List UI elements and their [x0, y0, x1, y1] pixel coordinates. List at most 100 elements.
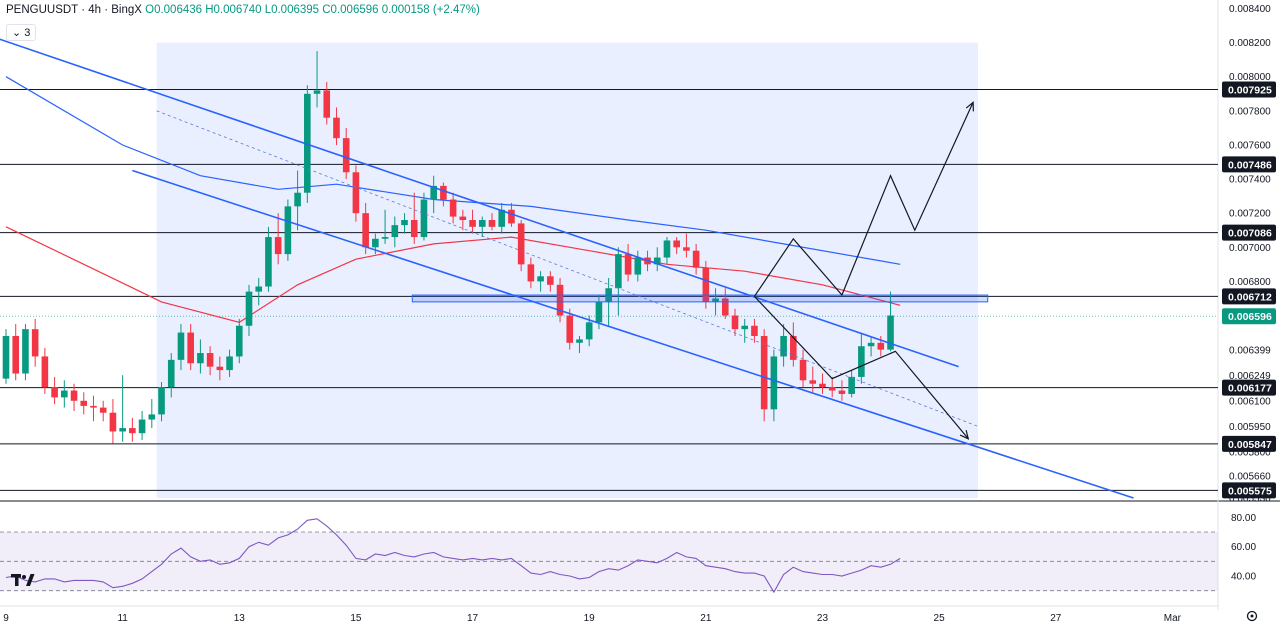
- price-axis-tick: 0.007000: [1229, 243, 1271, 254]
- candle-body: [459, 216, 467, 221]
- price-level-badge: [1222, 288, 1276, 305]
- candle-body: [692, 250, 700, 268]
- candle-body: [158, 387, 165, 415]
- candle-body: [673, 240, 680, 248]
- candle: [31, 318, 39, 367]
- price-level-badge-text: 0.007086: [1228, 228, 1272, 240]
- price-axis-tick: 0.007200: [1229, 209, 1271, 220]
- candle-body: [167, 359, 175, 388]
- time-axis-tick: 11: [117, 613, 128, 623]
- candle: [129, 417, 136, 442]
- candle: [508, 202, 515, 227]
- candle: [294, 170, 301, 231]
- channel-lower-line: [132, 169, 1134, 499]
- price-level-badge: [1222, 482, 1276, 499]
- candle-body: [780, 335, 787, 357]
- candle-body: [323, 90, 331, 118]
- candle-body: [828, 387, 836, 391]
- time-axis-tick: 21: [700, 613, 712, 623]
- price-axis-tick: 0.005660: [1229, 471, 1271, 482]
- candle-body: [90, 405, 97, 408]
- candle: [12, 324, 20, 381]
- price-level-badge: [1222, 156, 1276, 173]
- candle: [858, 332, 865, 384]
- price-level-badge: [1222, 224, 1276, 241]
- candle: [702, 260, 710, 309]
- candle-body: [741, 325, 749, 330]
- candle-body: [372, 238, 379, 248]
- indicator-toggle[interactable]: ⌄ 3: [6, 24, 37, 41]
- candle-body: [99, 407, 107, 413]
- candle-body: [751, 325, 758, 336]
- candle-body: [313, 90, 321, 94]
- candle-body: [226, 356, 233, 371]
- price-axis-tick: 0.007800: [1229, 106, 1271, 117]
- price-level-badge-text: 0.007925: [1228, 85, 1272, 97]
- candle-body: [22, 329, 29, 374]
- candle: [197, 339, 204, 374]
- candle-body: [838, 390, 846, 394]
- candle-body: [440, 185, 447, 200]
- tradingview-logo-icon: [11, 574, 35, 586]
- candle-body: [148, 414, 156, 420]
- candle: [362, 202, 369, 255]
- candle: [867, 335, 875, 357]
- candle-body: [430, 185, 437, 200]
- price-axis-tick: 0.005950: [1229, 422, 1271, 433]
- candle: [566, 308, 574, 350]
- rsi-axis-tick: 40.00: [1231, 572, 1256, 583]
- candle: [547, 271, 554, 292]
- price-axis-tick: 0.008200: [1229, 38, 1271, 49]
- price-level-badge: [1222, 379, 1276, 396]
- rsi-axis-tick: 80.00: [1231, 513, 1256, 524]
- candle-body: [527, 264, 535, 282]
- candle-body: [235, 325, 243, 357]
- price-level-badge-text: 0.006596: [1228, 311, 1272, 323]
- supply-zone-box: [411, 294, 989, 303]
- candle: [109, 399, 117, 444]
- rsi-axis-tick: 60.00: [1231, 542, 1256, 553]
- candle: [469, 209, 476, 234]
- candle-body: [488, 220, 496, 227]
- candle-body: [80, 400, 88, 406]
- candle-body: [362, 213, 369, 248]
- candle: [51, 376, 58, 405]
- candle: [683, 233, 690, 258]
- candle: [527, 257, 535, 289]
- candle-body: [274, 237, 282, 255]
- candle-body: [595, 301, 603, 323]
- settings-gear-icon[interactable]: [1246, 610, 1258, 622]
- candle: [284, 199, 292, 261]
- candle: [741, 318, 749, 343]
- candle: [790, 322, 797, 367]
- candle-body: [537, 276, 544, 282]
- price-axis-tick: 0.006249: [1229, 371, 1271, 382]
- candle-body: [352, 172, 360, 214]
- candle: [498, 202, 506, 234]
- candle-body: [391, 225, 399, 238]
- candle-body: [449, 199, 457, 217]
- candle-body: [790, 335, 797, 360]
- symbol-label: PENGUUSDT · 4h · BingX: [6, 4, 142, 16]
- candle-body: [498, 209, 506, 227]
- candle: [556, 277, 564, 323]
- candle-body: [381, 237, 389, 239]
- candle-body: [576, 339, 583, 343]
- candle-body: [858, 346, 865, 377]
- candle: [459, 209, 467, 231]
- candle: [634, 250, 642, 282]
- projection-path-up-arrowhead: [965, 101, 974, 112]
- candle: [313, 51, 321, 108]
- moving-average-red-line: [5, 226, 901, 323]
- candle: [22, 324, 29, 381]
- price-level-badge: [1222, 435, 1276, 452]
- candle: [187, 324, 194, 371]
- candle-body: [877, 342, 885, 350]
- price-level-badge-text: 0.006712: [1228, 291, 1272, 303]
- time-axis-tick: 13: [234, 613, 246, 623]
- time-axis-tick: 23: [817, 613, 829, 623]
- candle: [235, 318, 243, 364]
- indicator-count: 3: [24, 27, 31, 39]
- candle-body: [770, 356, 778, 410]
